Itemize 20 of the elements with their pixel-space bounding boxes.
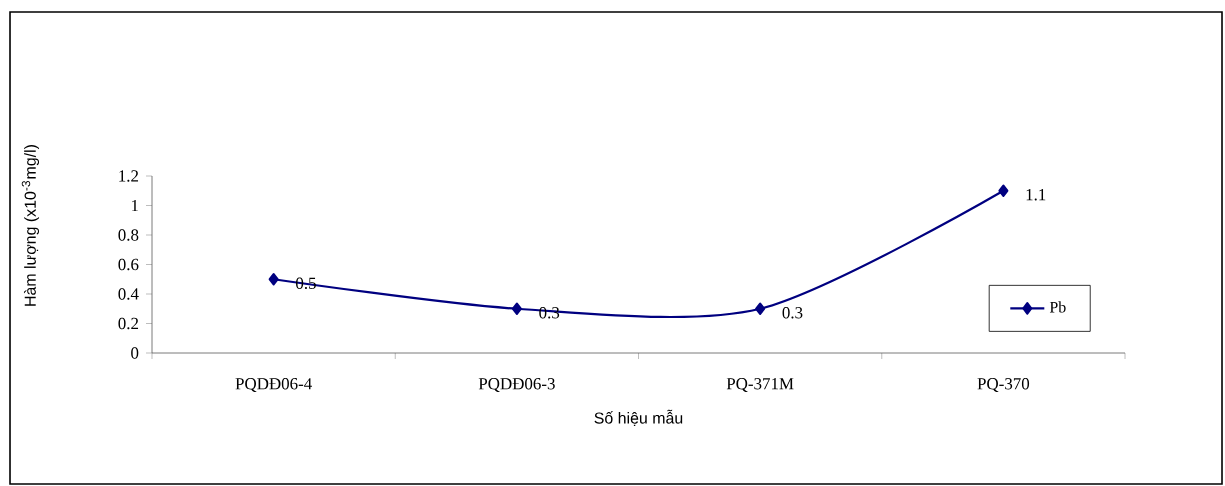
data-label: 0.3 bbox=[782, 307, 803, 319]
data-label: 1.1 bbox=[1026, 189, 1046, 201]
y-tick-label: 1.2 bbox=[119, 170, 139, 182]
point bbox=[511, 302, 522, 316]
point bbox=[998, 184, 1009, 198]
legend-label: Pb bbox=[1049, 301, 1066, 313]
y-tick-label: 0.2 bbox=[118, 317, 139, 330]
point bbox=[755, 302, 766, 316]
y-tick-label: 0 bbox=[131, 347, 139, 359]
x-axis-title: Số hiệu mẫu bbox=[594, 409, 683, 426]
x-tick-label: PQ-370 bbox=[977, 378, 1030, 393]
point bbox=[268, 272, 279, 286]
y-tick-label: 1 bbox=[132, 199, 138, 212]
y-tick-label: 0.4 bbox=[118, 288, 139, 300]
x-tick-label: PQDĐ06-4 bbox=[235, 378, 312, 393]
x-tick-label: PQ-371M bbox=[726, 378, 794, 392]
x-tick-label: PQDĐ06-3 bbox=[478, 378, 555, 393]
y-axis-title: Hàm lượng (x10$^{-3}$mg/l) bbox=[21, 145, 40, 306]
y-tick-label: 0.8 bbox=[118, 229, 139, 241]
y-tick-label: 0.6 bbox=[118, 258, 139, 271]
